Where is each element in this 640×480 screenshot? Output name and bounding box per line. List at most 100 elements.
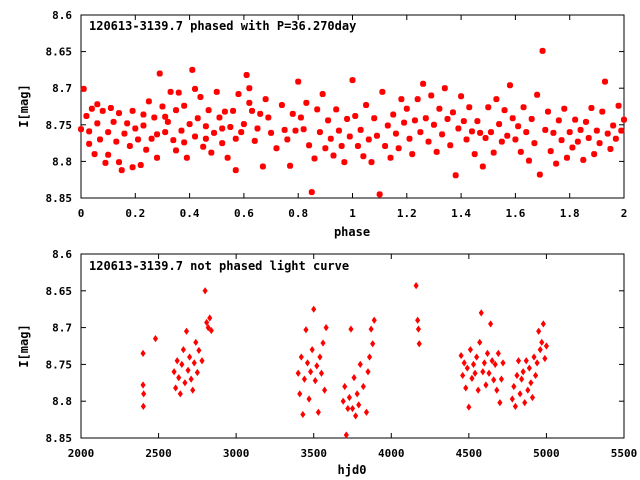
data-point bbox=[110, 118, 117, 125]
x-axis-label: hjd0 bbox=[338, 463, 367, 477]
data-point bbox=[295, 369, 301, 377]
data-point bbox=[398, 96, 405, 103]
data-point bbox=[254, 125, 261, 132]
x-tick-label: 0 bbox=[78, 207, 85, 220]
data-point bbox=[342, 382, 348, 391]
x-tick-label: 1.4 bbox=[451, 207, 471, 220]
data-point bbox=[140, 349, 146, 357]
data-point bbox=[477, 338, 483, 346]
data-point bbox=[349, 77, 356, 84]
data-point bbox=[493, 96, 500, 103]
data-point bbox=[449, 109, 456, 116]
data-point bbox=[512, 402, 518, 410]
data-point bbox=[86, 128, 93, 135]
data-point bbox=[300, 410, 306, 419]
data-point bbox=[320, 339, 326, 347]
y-tick-label: 8.85 bbox=[46, 432, 73, 445]
data-point bbox=[479, 163, 486, 170]
data-point bbox=[395, 145, 402, 152]
data-point bbox=[194, 115, 201, 122]
data-point bbox=[191, 359, 197, 367]
data-point bbox=[164, 118, 171, 125]
data-point bbox=[268, 129, 275, 136]
y-ticks: 8.6 8.65 8.7 8.75 8.8 8.85 bbox=[46, 248, 624, 445]
data-point bbox=[192, 133, 199, 140]
data-point bbox=[540, 320, 546, 328]
data-point bbox=[325, 117, 332, 124]
data-point bbox=[213, 88, 220, 95]
data-point bbox=[458, 351, 464, 360]
data-point bbox=[171, 368, 177, 376]
x-tick-label: 4000 bbox=[378, 447, 405, 460]
data-point bbox=[363, 102, 370, 109]
data-point bbox=[495, 349, 501, 357]
data-point bbox=[99, 107, 106, 114]
data-point bbox=[494, 386, 500, 394]
data-point bbox=[366, 353, 373, 361]
data-point bbox=[496, 121, 503, 128]
chart-title: 120613-3139.7 phased with P=36.270day bbox=[89, 19, 356, 33]
data-point bbox=[525, 157, 533, 164]
chart-title: 120613-3139.7 not phased light curve bbox=[89, 259, 349, 273]
data-point bbox=[251, 137, 258, 144]
data-point bbox=[591, 151, 598, 158]
data-point bbox=[430, 121, 437, 128]
y-tick-label: 8.65 bbox=[46, 46, 73, 59]
x-tick-label: 2 bbox=[621, 207, 628, 220]
data-point bbox=[246, 85, 253, 92]
data-point bbox=[461, 359, 467, 367]
data-point bbox=[612, 135, 619, 142]
data-points bbox=[140, 282, 549, 439]
data-point bbox=[529, 393, 536, 402]
data-point bbox=[330, 152, 337, 159]
data-point bbox=[308, 189, 315, 196]
data-point bbox=[533, 371, 539, 380]
data-point bbox=[180, 346, 186, 354]
data-point bbox=[183, 154, 190, 161]
data-point bbox=[314, 106, 321, 113]
data-point bbox=[536, 171, 543, 178]
data-point bbox=[162, 113, 169, 120]
data-point bbox=[488, 320, 494, 328]
data-point bbox=[543, 342, 549, 350]
data-point bbox=[304, 359, 311, 367]
data-point bbox=[344, 115, 351, 122]
data-point bbox=[306, 142, 313, 149]
data-point bbox=[317, 353, 323, 361]
data-point bbox=[572, 116, 579, 123]
data-point bbox=[610, 122, 617, 129]
y-tick-label: 8.6 bbox=[52, 9, 72, 22]
x-ticks: 0 0.2 0.4 0.6 0.8 1 1.2 1.4 1.6 1.8 2 bbox=[78, 15, 628, 220]
data-point bbox=[414, 96, 421, 103]
y-axis-label: I[mag] bbox=[17, 324, 31, 367]
data-point bbox=[511, 382, 517, 391]
data-point bbox=[298, 353, 304, 361]
data-point bbox=[506, 82, 513, 89]
x-tick-label: 3500 bbox=[300, 447, 327, 460]
data-point bbox=[193, 338, 199, 346]
data-point bbox=[77, 126, 85, 133]
data-point bbox=[542, 354, 548, 363]
data-point bbox=[566, 129, 573, 136]
data-point bbox=[441, 85, 448, 92]
data-point bbox=[132, 125, 139, 132]
data-point bbox=[569, 144, 576, 151]
data-point bbox=[515, 357, 522, 365]
data-point bbox=[346, 393, 352, 402]
data-point bbox=[466, 403, 472, 411]
data-point bbox=[401, 119, 408, 126]
data-point bbox=[539, 338, 545, 346]
data-point bbox=[238, 129, 245, 136]
data-point bbox=[327, 135, 334, 142]
data-point bbox=[140, 111, 147, 118]
data-point bbox=[539, 47, 546, 54]
data-point bbox=[415, 316, 421, 324]
x-tick-label: 1.8 bbox=[560, 207, 580, 220]
data-point bbox=[152, 335, 159, 343]
data-point bbox=[528, 115, 535, 122]
data-point bbox=[354, 143, 361, 150]
data-point bbox=[413, 282, 419, 290]
data-point bbox=[338, 143, 345, 150]
data-point bbox=[211, 129, 218, 136]
data-point bbox=[173, 384, 179, 392]
